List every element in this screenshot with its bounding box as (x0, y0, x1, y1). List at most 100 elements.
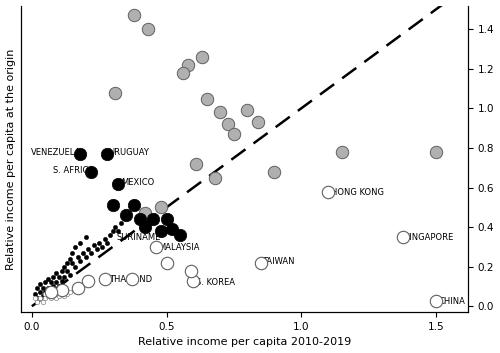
Point (52, 295, 60, 301)
Point (79, 250, 87, 256)
Point (76, 151, 84, 157)
Point (141, 210, 149, 216)
Point (112, 90, 120, 95)
Point (60, 293, 68, 299)
Point (87, 250, 95, 256)
Point (254, 119, 262, 125)
Text: SINGAPORE: SINGAPORE (405, 233, 454, 243)
Point (38, 299, 46, 305)
Point (162, 260, 170, 265)
Point (184, 62, 192, 68)
Point (116, 220, 124, 226)
Point (55, 283, 63, 289)
Point (76, 258, 84, 264)
Point (84, 246, 92, 252)
Point (44, 276, 52, 281)
Point (36, 282, 44, 287)
Point (38, 293, 46, 299)
Point (42, 280, 50, 285)
Point (82, 234, 90, 240)
Point (74, 286, 82, 291)
Point (50, 289, 58, 295)
Point (112, 224, 120, 230)
Point (42, 295, 50, 301)
Point (44, 289, 52, 295)
Point (63, 292, 71, 297)
Point (55, 286, 63, 291)
Point (203, 96, 211, 101)
Point (432, 149, 440, 155)
Point (106, 232, 114, 238)
Point (66, 289, 74, 295)
Point (52, 270, 60, 275)
Point (58, 292, 66, 297)
Point (257, 260, 265, 265)
Text: HONG KONG: HONG KONG (331, 188, 384, 197)
Point (211, 175, 219, 180)
Point (30, 295, 38, 301)
Point (55, 274, 63, 279)
Point (324, 189, 332, 194)
Text: S. AFRICA: S. AFRICA (52, 166, 94, 175)
Point (100, 236, 108, 242)
Point (46, 288, 54, 293)
Point (95, 240, 103, 246)
Point (98, 244, 106, 250)
Point (157, 204, 165, 210)
Point (82, 254, 90, 259)
Point (38, 286, 46, 291)
Point (122, 213, 130, 218)
Point (66, 256, 74, 262)
Point (58, 278, 66, 283)
Point (84, 278, 92, 283)
Point (230, 131, 238, 137)
Text: S. KOREA: S. KOREA (196, 279, 235, 287)
Point (46, 295, 54, 301)
Point (46, 289, 54, 295)
Text: MEXICO: MEXICO (120, 178, 154, 187)
Point (114, 181, 122, 186)
Point (34, 295, 42, 301)
Point (136, 216, 143, 222)
Point (66, 272, 74, 277)
Point (34, 299, 42, 305)
Point (224, 121, 232, 127)
Point (63, 260, 71, 265)
Text: URUGUAY: URUGUAY (108, 148, 150, 157)
Point (114, 228, 122, 234)
Point (100, 276, 108, 281)
Point (68, 260, 76, 265)
Point (68, 250, 76, 256)
Point (149, 216, 157, 222)
Y-axis label: Relative income per capita at the origin: Relative income per capita at the origin (6, 48, 16, 270)
Point (36, 289, 44, 295)
Point (108, 228, 116, 234)
Text: CHINA: CHINA (438, 297, 466, 306)
Point (58, 268, 66, 274)
Point (270, 169, 278, 174)
Point (168, 226, 176, 232)
Text: MALAYSIA: MALAYSIA (158, 243, 200, 252)
Point (104, 151, 112, 157)
Point (432, 299, 440, 304)
Point (34, 286, 42, 291)
Point (190, 278, 198, 283)
Point (198, 54, 205, 60)
Point (52, 280, 60, 285)
Point (144, 26, 152, 32)
Point (76, 240, 84, 246)
Point (216, 109, 224, 115)
Point (176, 232, 184, 238)
Point (187, 268, 195, 274)
Text: THAILAND: THAILAND (108, 275, 152, 285)
Point (104, 240, 112, 246)
Point (162, 216, 170, 222)
Point (50, 293, 58, 299)
Point (90, 242, 98, 248)
Text: SURINAME: SURINAME (116, 233, 161, 243)
Point (400, 234, 407, 240)
Point (55, 293, 63, 299)
Point (71, 244, 79, 250)
Point (130, 13, 138, 18)
Point (87, 169, 95, 174)
